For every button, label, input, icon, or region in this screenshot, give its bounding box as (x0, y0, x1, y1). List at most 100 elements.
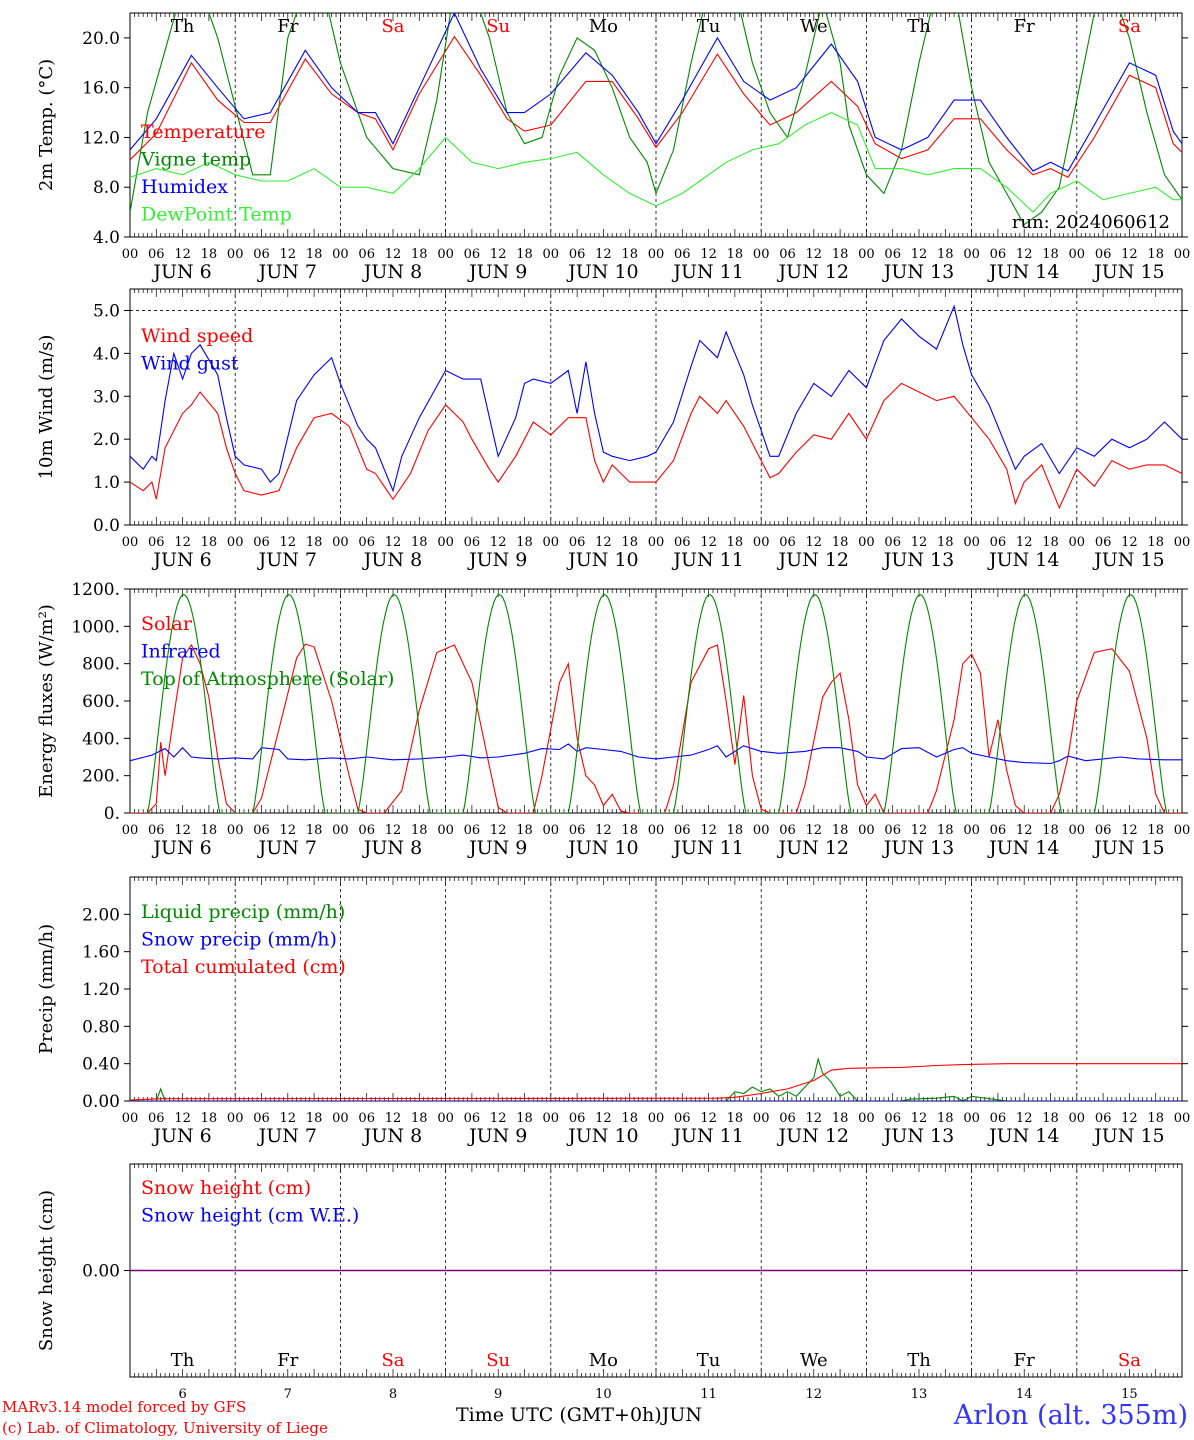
weekday-label: Sa (381, 16, 404, 37)
wind-hour-label: 06 (990, 535, 1007, 550)
precip-hour-label: 18 (1042, 1111, 1059, 1126)
wind-hour-label: 18 (411, 535, 428, 550)
precip-hour-label: 00 (648, 1111, 665, 1126)
weekday-label: Mo (589, 1350, 618, 1371)
temp-hour-label: 18 (832, 247, 849, 262)
wind-hour-label: 06 (569, 535, 586, 550)
wind-date-label: JUN 10 (566, 549, 638, 571)
energy-hour-label: 00 (332, 823, 349, 838)
wind-hour-label: 06 (148, 535, 165, 550)
wind-hour-label: 12 (1016, 535, 1033, 550)
energy-date-label: JUN 8 (362, 837, 422, 859)
energy-legend-item: Infrared (141, 641, 221, 663)
energy-hour-label: 18 (306, 823, 323, 838)
temp-legend-item: Humidex (141, 176, 228, 198)
day-number-label: 12 (806, 1387, 823, 1402)
temp-hour-label: 06 (990, 247, 1007, 262)
precip-hour-label: 06 (674, 1111, 691, 1126)
temp-y-tick-label: 12.0 (82, 128, 120, 148)
weekday-label: Th (171, 16, 195, 37)
energy-y-tick-label: 400. (82, 729, 120, 749)
precip-hour-label: 18 (516, 1111, 533, 1126)
wind-hour-label: 00 (332, 535, 349, 550)
precip-hour-label: 12 (911, 1111, 928, 1126)
temp-date-label: JUN 11 (671, 261, 743, 283)
temp-legend-item: DewPoint Temp (141, 204, 292, 226)
temp-hour-label: 00 (227, 247, 244, 262)
temp-date-label: JUN 7 (257, 261, 317, 283)
energy-y-tick-label: 200. (82, 767, 120, 787)
energy-hour-label: 12 (1121, 823, 1138, 838)
wind-hour-label: 12 (1121, 535, 1138, 550)
energy-hour-label: 12 (385, 823, 402, 838)
wind-hour-label: 18 (937, 535, 954, 550)
wind-hour-label: 18 (306, 535, 323, 550)
precip-hour-label: 12 (806, 1111, 823, 1126)
precip-y-axis-label: Precip (mm/h) (36, 924, 57, 1054)
wind-date-label: JUN 9 (467, 549, 527, 571)
energy-date-label: JUN 9 (467, 837, 527, 859)
precip-hour-label: 12 (1121, 1111, 1138, 1126)
wind-date-label: JUN 7 (257, 549, 317, 571)
wind-hour-label: 06 (884, 535, 901, 550)
energy-hour-label: 18 (937, 823, 954, 838)
wind-series-wind-speed (130, 382, 1182, 510)
temp-hour-label: 00 (437, 247, 454, 262)
precip-y-tick-label: 0.40 (82, 1055, 120, 1075)
weekday-label: Sa (381, 1350, 404, 1371)
precip-hour-label: 18 (1147, 1111, 1164, 1126)
precip-hour-label: 00 (1174, 1111, 1191, 1126)
temp-date-label: JUN 12 (777, 261, 849, 283)
temp-hour-label: 18 (1147, 247, 1164, 262)
temp-hour-label: 12 (911, 247, 928, 262)
precip-hour-label: 12 (174, 1111, 191, 1126)
energy-date-label: JUN 15 (1092, 837, 1164, 859)
energy-hour-label: 18 (727, 823, 744, 838)
temp-date-label: JUN 9 (467, 261, 527, 283)
temp-y-axis-label: 2m Temp. (°C) (36, 59, 57, 191)
weekday-label: Su (486, 1350, 510, 1371)
energy-hour-label: 00 (963, 823, 980, 838)
wind-hour-label: 00 (963, 535, 980, 550)
precip-series-liquid-precip-mm-h- (130, 1056, 1182, 1101)
energy-hour-label: 12 (1016, 823, 1033, 838)
precip-hour-label: 00 (227, 1111, 244, 1126)
temp-legend-item: Temperature (141, 121, 265, 143)
wind-y-axis-label: 10m Wind (m/s) (36, 335, 57, 480)
precip-hour-label: 06 (253, 1111, 270, 1126)
wind-date-label: JUN 6 (151, 549, 211, 571)
weekday-label: Th (171, 1350, 195, 1371)
precip-hour-label: 00 (332, 1111, 349, 1126)
temp-hour-label: 06 (358, 247, 375, 262)
weekday-label: Th (907, 16, 931, 37)
weekday-label: Mo (589, 16, 618, 37)
temp-hour-label: 18 (1042, 247, 1059, 262)
energy-hour-label: 18 (201, 823, 218, 838)
model-credit: MARv3.14 model forced by GFS (2, 1398, 247, 1416)
energy-hour-label: 00 (1174, 823, 1191, 838)
precip-hour-label: 18 (937, 1111, 954, 1126)
wind-date-label: JUN 11 (671, 549, 743, 571)
precip-hour-label: 06 (569, 1111, 586, 1126)
precip-hour-label: 18 (201, 1111, 218, 1126)
weekday-label: Tu (697, 1350, 721, 1371)
energy-date-label: JUN 6 (151, 837, 211, 859)
precip-hour-label: 06 (358, 1111, 375, 1126)
temp-hour-label: 00 (1069, 247, 1086, 262)
precip-hour-label: 00 (437, 1111, 454, 1126)
snow-legend-item: Snow height (cm W.E.) (141, 1205, 359, 1227)
temp-hour-label: 12 (595, 247, 612, 262)
temp-hour-label: 12 (174, 247, 191, 262)
x-axis-title-text: Time UTC (GMT+0h) (456, 1404, 662, 1426)
wind-y-tick-label: 3.0 (93, 387, 120, 407)
day-number-label: 8 (389, 1387, 397, 1402)
precip-hour-label: 18 (727, 1111, 744, 1126)
temp-hour-label: 18 (621, 247, 638, 262)
precip-hour-label: 12 (595, 1111, 612, 1126)
weekday-label: Sa (1118, 1350, 1141, 1371)
temp-hour-label: 12 (1016, 247, 1033, 262)
precip-hour-label: 00 (1069, 1111, 1086, 1126)
energy-series-top-of-atmosphere-solar- (146, 593, 1168, 813)
precip-y-tick-label: 0.80 (82, 1017, 120, 1037)
